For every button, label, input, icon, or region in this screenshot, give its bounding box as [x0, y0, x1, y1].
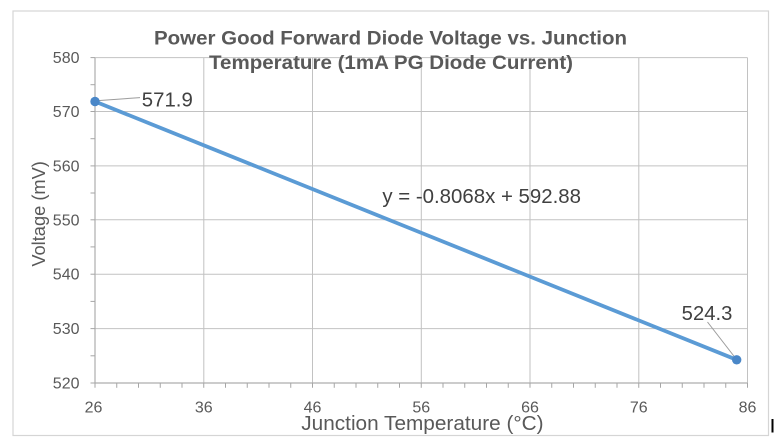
svg-text:580: 580	[53, 50, 80, 67]
svg-text:36: 36	[195, 400, 213, 417]
svg-text:524.3: 524.3	[682, 303, 733, 325]
svg-text:46: 46	[304, 400, 322, 417]
svg-text:550: 550	[53, 212, 80, 229]
svg-text:Power Good Forward Diode Volta: Power Good Forward Diode Voltage vs. Jun…	[154, 29, 627, 50]
svg-text:Temperature (1mA PG Diode Curr: Temperature (1mA PG Diode Current)	[209, 53, 573, 74]
svg-text:570: 570	[53, 104, 80, 121]
svg-text:76: 76	[630, 400, 648, 417]
svg-text:571.9: 571.9	[142, 89, 193, 111]
svg-text:26: 26	[85, 400, 103, 417]
svg-text:520: 520	[53, 376, 80, 393]
svg-text:86: 86	[739, 400, 757, 417]
svg-text:Voltage (mV): Voltage (mV)	[29, 161, 49, 267]
svg-text:530: 530	[53, 321, 80, 338]
svg-text:y = -0.8068x + 592.88: y = -0.8068x + 592.88	[382, 186, 581, 208]
svg-text:540: 540	[53, 267, 80, 284]
svg-text:66: 66	[521, 400, 539, 417]
svg-text:56: 56	[412, 400, 430, 417]
svg-text:Junction Temperature (°C): Junction Temperature (°C)	[301, 412, 543, 435]
svg-text:560: 560	[53, 158, 80, 175]
